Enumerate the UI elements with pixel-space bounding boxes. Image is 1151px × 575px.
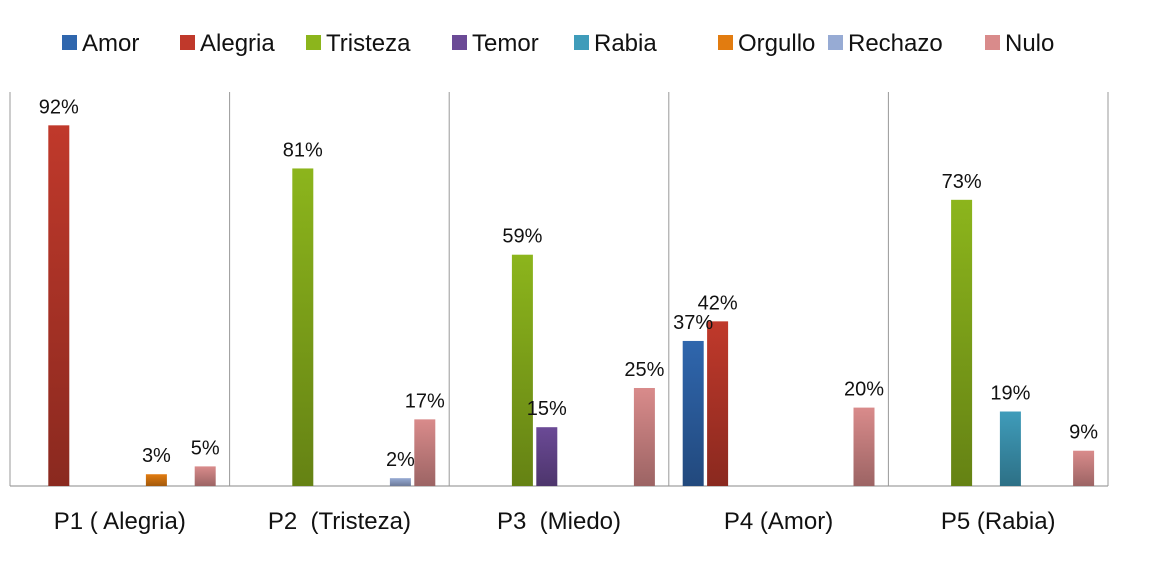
bar-tristeza <box>511 254 533 486</box>
legend-swatch <box>306 35 321 50</box>
legend-label: Rabia <box>594 30 657 57</box>
legend-swatch <box>452 35 467 50</box>
x-tick-label: P3 (Miedo) <box>497 508 621 535</box>
legend-label: Tristeza <box>326 30 411 57</box>
data-label: 42% <box>698 292 738 314</box>
data-label: 37% <box>673 312 713 334</box>
bar-tristeza <box>292 168 314 487</box>
bar-nulo <box>194 466 216 486</box>
bar-alegria <box>48 125 70 486</box>
data-label: 9% <box>1069 422 1098 444</box>
legend-label: Alegria <box>200 30 275 57</box>
data-labels: 92% 3% 5% 81% 2% 17% 59% 15% 25% 37%42% 20% 73% 19% 9… <box>39 96 1098 471</box>
x-tick-label: P2 (Tristeza) <box>268 508 411 535</box>
bar-orgullo <box>145 474 167 486</box>
legend-swatch <box>180 35 195 50</box>
legend-item-rabia: Rabia <box>574 30 657 57</box>
bar-amor <box>682 340 704 486</box>
data-label: 3% <box>142 445 171 467</box>
data-label: 92% <box>39 96 79 118</box>
legend-item-temor: Temor <box>452 30 539 57</box>
x-tick-label: P4 (Amor) <box>724 508 833 535</box>
x-tick-label: P5 (Rabia) <box>941 508 1056 535</box>
data-label: 20% <box>844 379 884 401</box>
legend-item-nulo: Nulo <box>985 30 1054 57</box>
legend-label: Amor <box>82 30 139 57</box>
legend-item-amor: Amor <box>62 30 139 57</box>
bar-rabia <box>999 411 1021 486</box>
data-label: 2% <box>386 449 415 471</box>
legend-label: Orgullo <box>738 30 815 57</box>
bar-nulo <box>853 407 875 486</box>
data-label: 15% <box>527 398 567 420</box>
data-label: 73% <box>942 171 982 193</box>
legend-label: Temor <box>472 30 539 57</box>
legend-item-alegria: Alegria <box>180 30 275 57</box>
bar-tristeza <box>951 199 973 486</box>
legend-label: Rechazo <box>848 30 943 57</box>
legend-item-orgullo: Orgullo <box>718 30 815 57</box>
bar-rechazo <box>389 478 411 486</box>
legend-item-rechazo: Rechazo <box>828 30 943 57</box>
bar-nulo <box>1073 450 1095 486</box>
data-label: 5% <box>191 437 220 459</box>
data-label: 19% <box>990 383 1030 405</box>
legend-swatch <box>574 35 589 50</box>
bar-temor <box>536 427 558 486</box>
bar-nulo <box>414 419 436 486</box>
bars <box>48 125 1095 487</box>
plot-frame <box>9 92 1109 487</box>
data-label: 25% <box>624 359 664 381</box>
legend-item-tristeza: Tristeza <box>306 30 411 57</box>
legend-swatch <box>985 35 1000 50</box>
legend-swatch <box>62 35 77 50</box>
bar-alegria <box>707 321 729 486</box>
data-label: 59% <box>502 226 542 248</box>
bar-nulo <box>633 387 655 486</box>
legend-swatch <box>718 35 733 50</box>
x-tick-label: P1 ( Alegria) <box>54 508 186 535</box>
legend-label: Nulo <box>1005 30 1054 57</box>
x-axis-labels: P1 ( Alegria) P2 (Tristeza) P3 (Miedo) P4 (… <box>54 508 1056 535</box>
data-label: 17% <box>405 390 445 412</box>
legend-swatch <box>828 35 843 50</box>
data-label: 81% <box>283 139 323 161</box>
legend: Amor Alegria Tristeza Temor Rabia Orgullo Rech… <box>62 30 1054 57</box>
